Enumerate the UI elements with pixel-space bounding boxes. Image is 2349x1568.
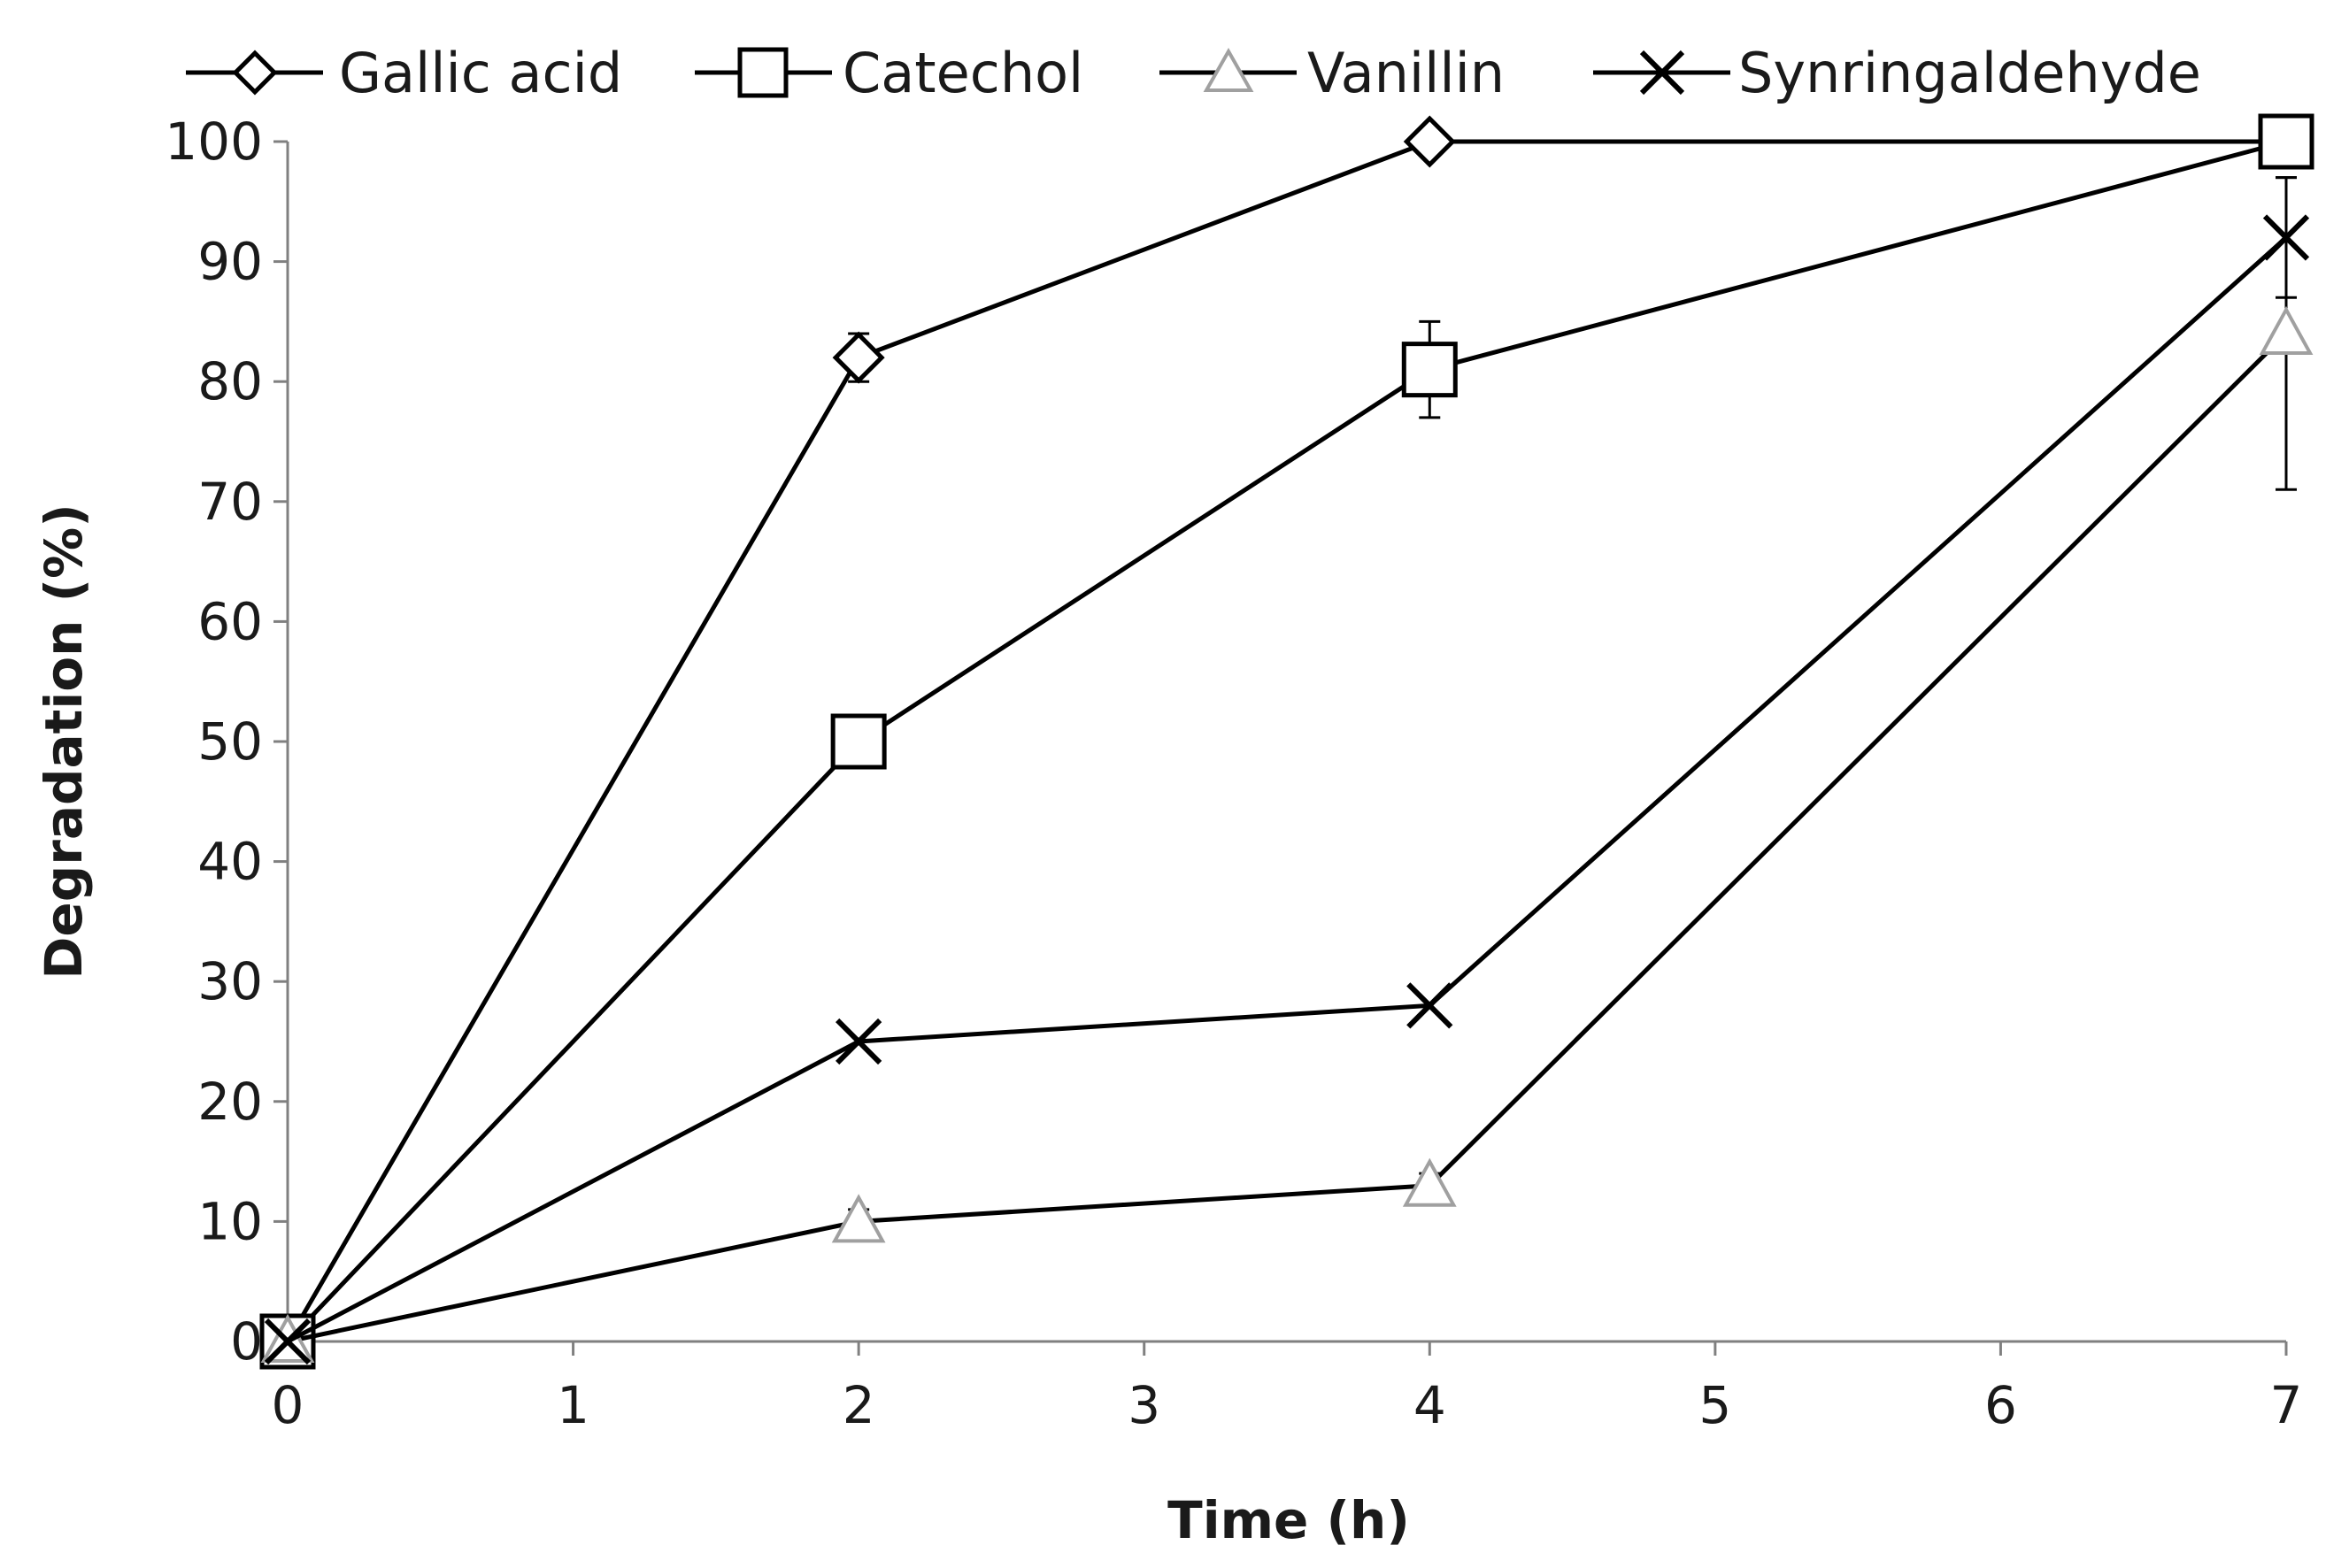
x-tick-label: 3 bbox=[1128, 1375, 1160, 1435]
x-tick-label: 1 bbox=[557, 1375, 589, 1435]
y-tick-label: 20 bbox=[197, 1072, 263, 1132]
legend-x-marker bbox=[1639, 50, 1685, 96]
x-tick-label: 2 bbox=[843, 1375, 875, 1435]
data-point-catechol bbox=[830, 713, 887, 770]
legend-square-marker bbox=[737, 47, 789, 98]
y-tick-label: 50 bbox=[197, 711, 263, 772]
y-tick-label: 100 bbox=[165, 111, 263, 172]
y-axis-title: Degradation (%) bbox=[34, 503, 94, 979]
legend-label-vanillin: Vanillin bbox=[1307, 41, 1505, 105]
data-point-vanillin bbox=[1402, 1157, 1457, 1207]
data-point-gallic-acid bbox=[832, 331, 885, 384]
y-tick-label: 90 bbox=[197, 232, 263, 292]
legend: Gallic acid Catechol Vanillin Synringald… bbox=[186, 41, 2201, 105]
legend-label-catechol: Catechol bbox=[843, 41, 1083, 105]
series-vanillin bbox=[260, 176, 2314, 1363]
y-tick-label: 60 bbox=[197, 591, 263, 651]
data-point-synringaldehyde bbox=[2262, 214, 2310, 261]
x-tick-label: 4 bbox=[1413, 1375, 1446, 1435]
data-point-vanillin bbox=[831, 1194, 886, 1243]
y-tick-label: 10 bbox=[197, 1191, 263, 1251]
series-line-synringaldehyde bbox=[286, 235, 2288, 1344]
data-point-synringaldehyde bbox=[264, 1318, 312, 1365]
data-point-catechol bbox=[1401, 342, 1458, 398]
y-tick-label: 30 bbox=[197, 951, 263, 1011]
data-point-gallic-acid bbox=[1403, 115, 1456, 168]
series-line-gallic-acid bbox=[285, 139, 2286, 1343]
legend-label-synringaldehyde: Synringaldehyde bbox=[1738, 41, 2201, 105]
data-point-synringaldehyde bbox=[836, 1018, 882, 1065]
x-tick-label: 0 bbox=[272, 1375, 304, 1435]
legend-item-vanillin: Vanillin bbox=[1159, 41, 1505, 105]
data-point-synringaldehyde bbox=[1406, 982, 1453, 1029]
x-tick-label: 5 bbox=[1698, 1375, 1731, 1435]
data-point-catechol bbox=[2258, 113, 2314, 170]
x-axis-title: Time (h) bbox=[1167, 1490, 1410, 1550]
y-tick-label: 80 bbox=[197, 351, 263, 411]
series-line-vanillin bbox=[287, 332, 2288, 1344]
legend-item-catechol: Catechol bbox=[695, 41, 1083, 105]
legend-item-synringaldehyde: Synringaldehyde bbox=[1593, 41, 2201, 105]
series-synringaldehyde bbox=[264, 176, 2310, 1365]
x-tick-label: 6 bbox=[1984, 1375, 2017, 1435]
series-line-catechol bbox=[286, 139, 2287, 1343]
legend-triangle-marker bbox=[1203, 47, 1254, 92]
legend-item-gallic-acid: Gallic acid bbox=[186, 41, 622, 105]
legend-diamond-marker bbox=[232, 50, 278, 96]
axes: 0 10 20 30 40 50 60 70 80 90 100 0 1 2 3 4 5 6 7 bbox=[165, 111, 2302, 1435]
y-tick-label: 70 bbox=[197, 472, 263, 532]
y-tick-label: 0 bbox=[230, 1311, 263, 1372]
series-catechol bbox=[259, 113, 2314, 1370]
legend-label-gallic-acid: Gallic acid bbox=[339, 41, 622, 105]
data-point-vanillin bbox=[2259, 305, 2314, 355]
series-gallic-acid bbox=[261, 115, 2313, 1368]
x-tick-label: 7 bbox=[2270, 1375, 2303, 1435]
plot-area bbox=[259, 113, 2314, 1370]
y-tick-label: 40 bbox=[197, 832, 263, 892]
